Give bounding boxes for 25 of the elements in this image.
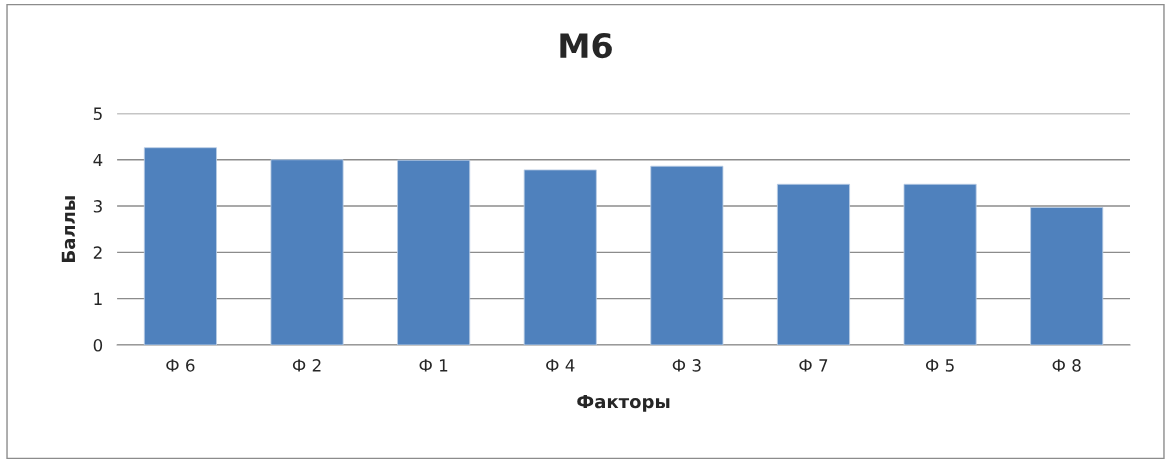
bar	[776, 183, 850, 345]
x-tick-label: Ф 3	[672, 359, 701, 372]
x-axis-title: Факторы	[577, 394, 670, 412]
y-tick-label: 5	[93, 107, 102, 120]
bar	[650, 165, 724, 345]
y-tick-label: 0	[93, 338, 103, 352]
y-axis-title: Баллы	[61, 196, 76, 262]
bar	[523, 169, 597, 345]
x-tick-label: Ф 4	[546, 359, 575, 372]
bar	[397, 159, 471, 345]
bar	[270, 159, 344, 345]
x-tick-label: Ф 1	[419, 359, 448, 372]
y-tick-label: 2	[93, 246, 102, 259]
y-tick-label: 4	[93, 153, 103, 167]
bar	[143, 147, 217, 345]
x-tick-label: Ф 7	[799, 359, 828, 372]
bar	[1030, 207, 1104, 345]
x-tick-label: Ф 2	[292, 359, 321, 372]
y-tick-label: 3	[93, 200, 102, 213]
bar	[903, 183, 977, 345]
x-tick-label: Ф 8	[1052, 359, 1081, 372]
x-tick-label: Ф 5	[925, 359, 954, 372]
y-tick-label: 1	[94, 292, 102, 305]
x-tick-label: Ф 6	[166, 359, 195, 372]
chart-title: М6	[560, 33, 612, 59]
